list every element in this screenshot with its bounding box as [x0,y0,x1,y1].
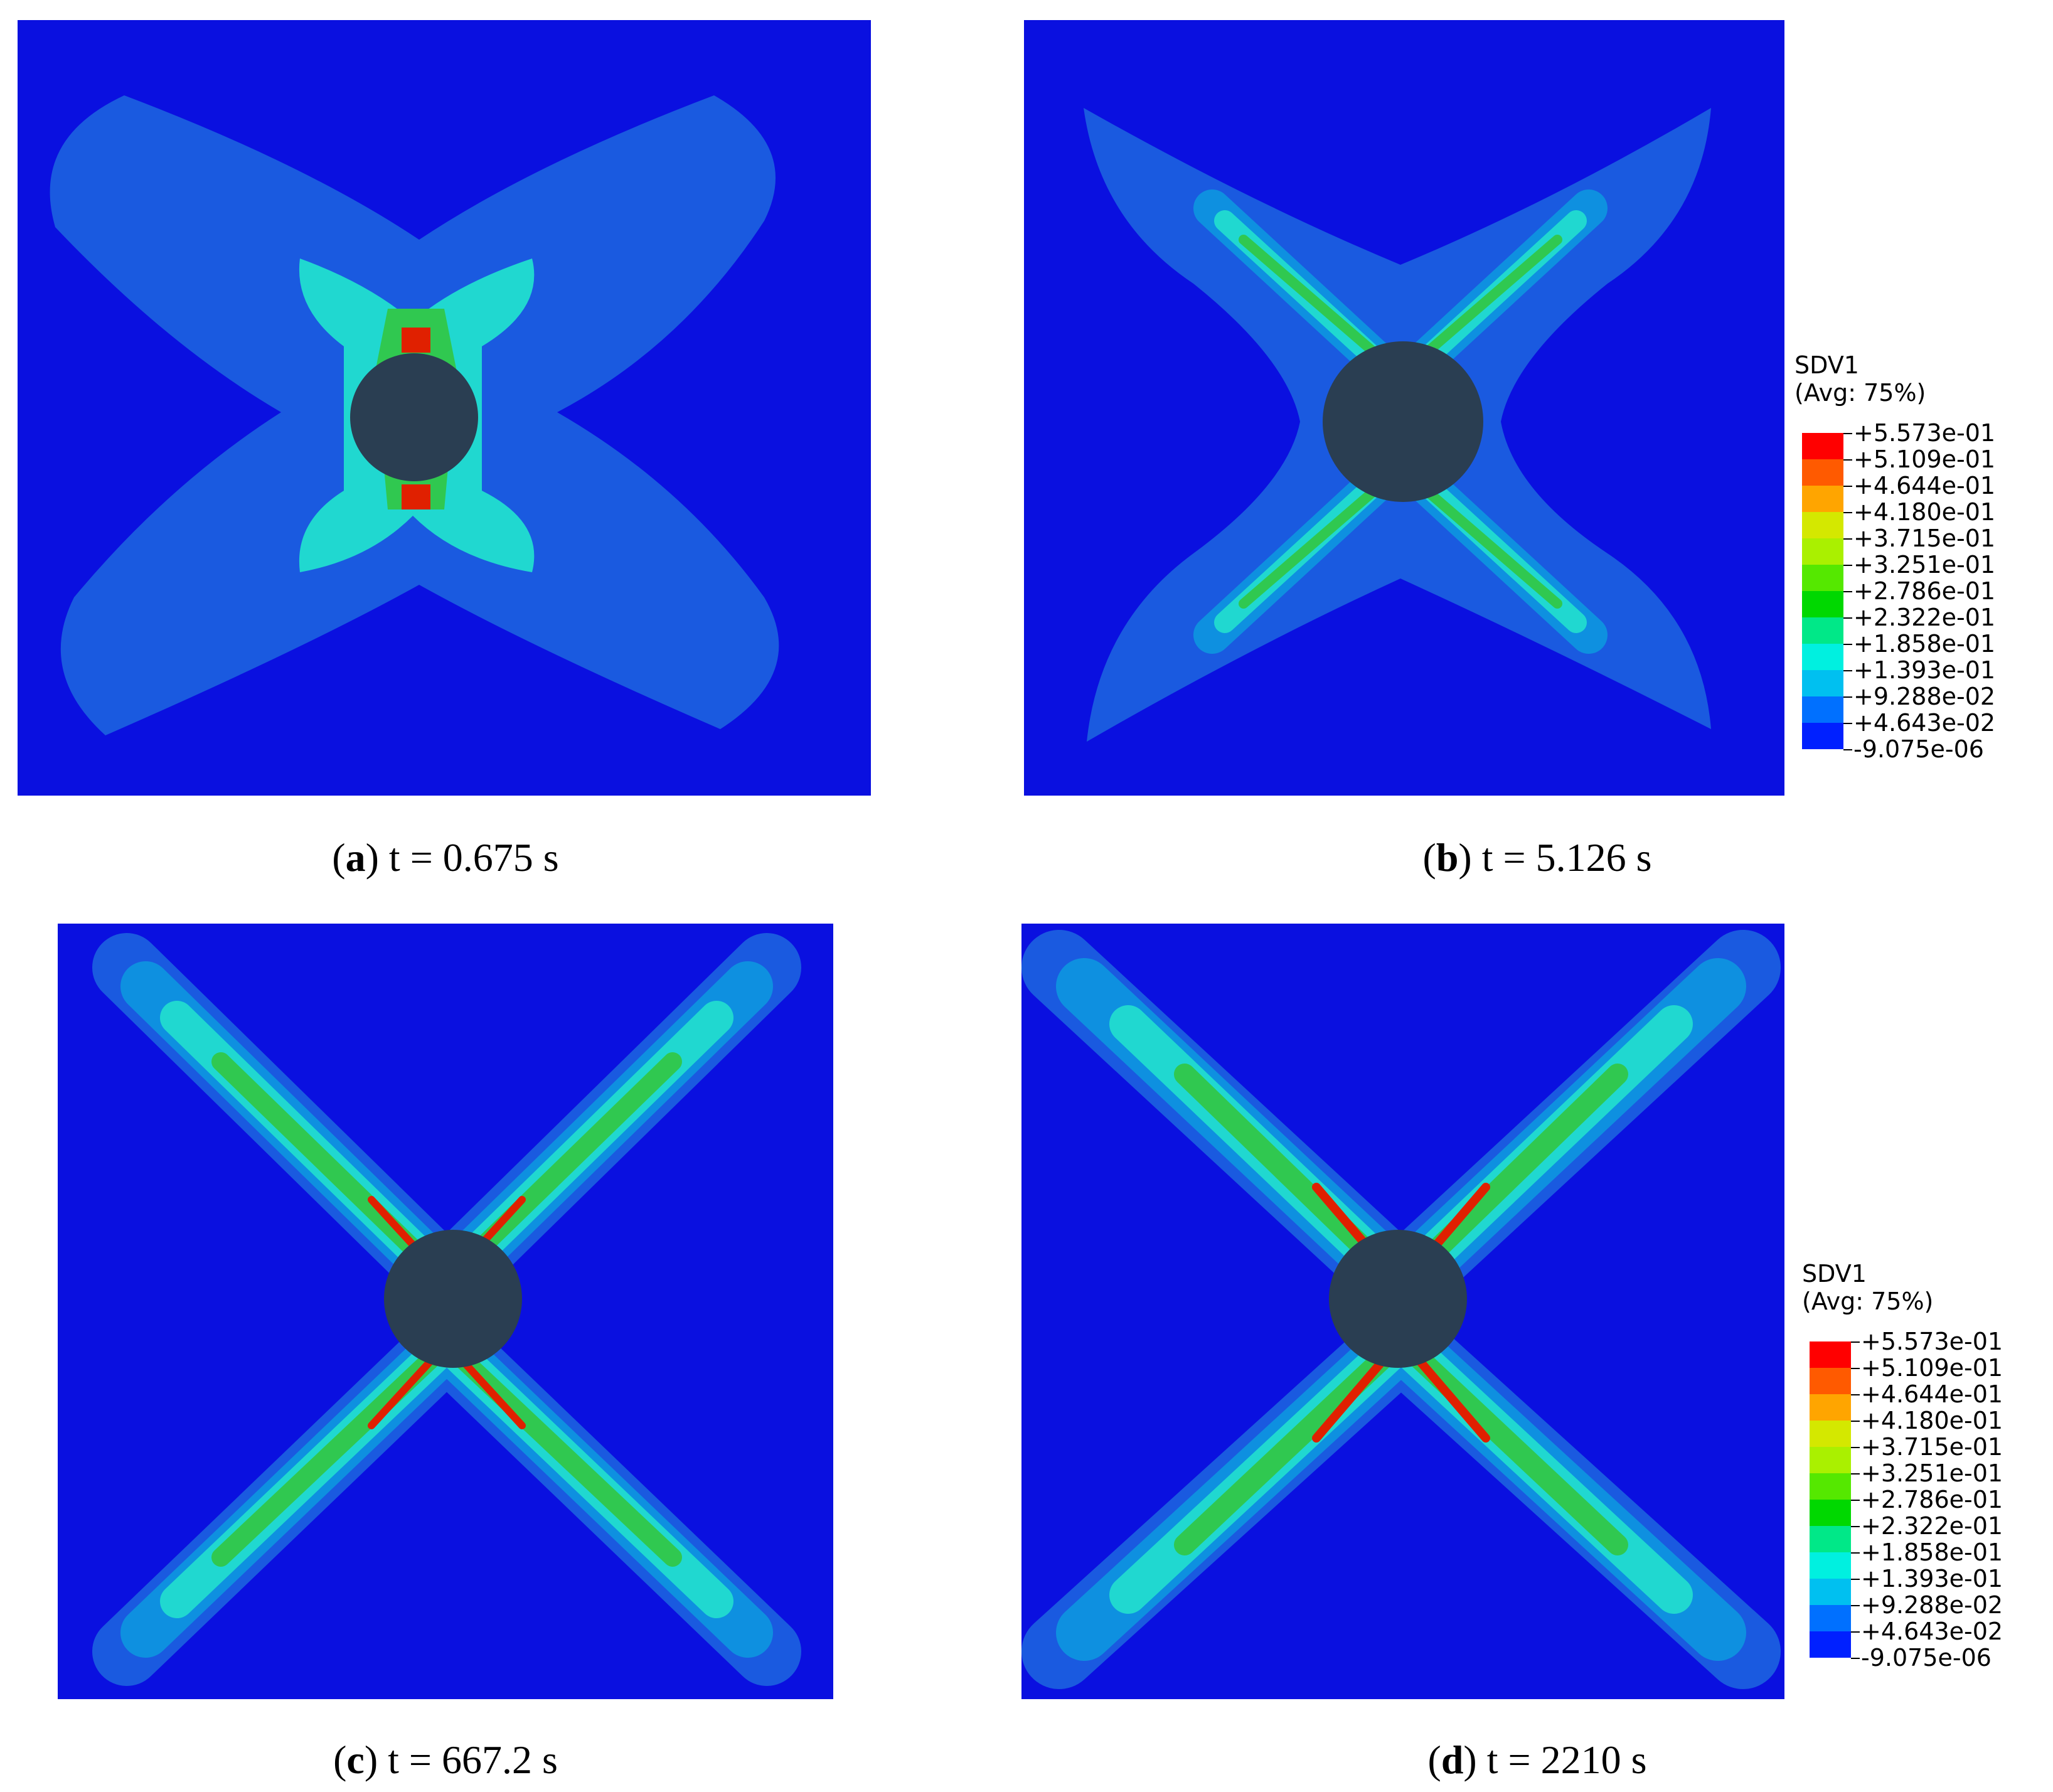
legend-label: +1.858e-01 [1853,630,1996,658]
caption-time: t = 5.126 s [1481,835,1652,880]
legend-label: +4.180e-01 [1853,498,1996,526]
color-legend-bottom: SDV1 (Avg: 75%) +5.573e-01 +5.109e-01 +4… [1802,1260,2047,1687]
caption-a: (a) t = 0.675 s [332,835,559,880]
excavation-hole [1329,1230,1467,1368]
legend-label: +2.786e-01 [1853,577,1996,605]
contour-plot-b [1024,20,1784,796]
contour-panel-b [1024,20,1784,796]
caption-letter: b [1436,835,1459,880]
legend-label: +4.644e-01 [1853,472,1996,499]
legend-swatch [1802,459,1843,486]
legend-swatch [1810,1526,1851,1552]
legend-swatch [1810,1341,1851,1368]
legend-swatch [1802,538,1843,565]
legend-swatch [1802,486,1843,512]
legend-label: +3.251e-01 [1861,1459,2003,1487]
legend-label: +3.715e-01 [1861,1433,2003,1461]
legend-label: +3.715e-01 [1853,525,1996,552]
contour-panel-c [58,924,833,1699]
legend-swatch [1802,433,1843,459]
legend-swatch [1810,1394,1851,1421]
legend-swatch [1810,1473,1851,1500]
contour-panel-d [1021,924,1784,1699]
legend-swatch [1802,617,1843,644]
caption-letter: a [345,835,366,880]
legend-swatch [1810,1500,1851,1526]
legend-scale: +5.573e-01 +5.109e-01 +4.644e-01 +4.180e… [1802,420,2040,772]
contour-panel-a [18,20,871,796]
legend-label: +2.322e-01 [1861,1512,2003,1540]
legend-swatch [1802,696,1843,723]
shear-bands [1193,189,1608,654]
caption-time: t = 667.2 s [388,1737,558,1782]
legend-scale: +5.573e-01 +5.109e-01 +4.644e-01 +4.180e… [1810,1329,2042,1680]
color-legend-top: SDV1 (Avg: 75%) +5.573e-01 +5.109e-01 +4… [1794,351,2045,778]
contour-plot-a [18,20,871,796]
legend-subtitle: (Avg: 75%) [1794,379,1926,407]
legend-label: +5.573e-01 [1853,419,1996,447]
caption-b: (b) t = 5.126 s [1422,835,1652,880]
legend-label: +3.251e-01 [1853,551,1996,579]
caption-letter: c [346,1737,365,1782]
excavation-hole [1323,341,1483,502]
contour-plot-c [58,924,833,1699]
legend-label: +1.393e-01 [1853,656,1996,684]
legend-swatch [1810,1368,1851,1394]
legend-swatch [1810,1605,1851,1631]
contour-plot-d [1021,924,1784,1699]
legend-label: +1.858e-01 [1861,1539,2003,1566]
legend-label: +9.288e-02 [1861,1591,2003,1619]
caption-d: (d) t = 2210 s [1427,1737,1647,1782]
legend-label: +5.573e-01 [1861,1328,2003,1355]
legend-subtitle: (Avg: 75%) [1802,1288,1934,1315]
legend-swatch [1802,723,1843,749]
legend-swatch [1810,1447,1851,1473]
legend-label: +2.322e-01 [1853,604,1996,631]
legend-swatch [1810,1552,1851,1579]
shear-bands [1021,930,1781,1689]
caption-time: t = 0.675 s [388,835,559,880]
legend-swatch [1802,565,1843,591]
legend-swatch [1802,644,1843,670]
legend-label: -9.075e-06 [1853,735,1984,763]
legend-label: +4.643e-02 [1853,709,1996,737]
shear-band-peak-bottom [402,484,430,509]
excavation-hole [350,353,478,481]
legend-swatch [1802,591,1843,617]
legend-label: +4.643e-02 [1861,1618,2003,1645]
caption-time: t = 2210 s [1486,1737,1647,1782]
legend-label: +5.109e-01 [1861,1354,2003,1382]
shear-band-peak-top [402,328,430,353]
excavation-hole [384,1230,522,1368]
legend-swatch [1810,1421,1851,1447]
legend-label: +4.644e-01 [1861,1380,2003,1408]
legend-label: +1.393e-01 [1861,1565,2003,1592]
legend-swatch [1810,1579,1851,1605]
legend-label: +5.109e-01 [1853,445,1996,473]
caption-letter: d [1441,1737,1464,1782]
legend-swatch [1802,670,1843,696]
caption-c: (c) t = 667.2 s [333,1737,558,1782]
legend-label: +4.180e-01 [1861,1407,2003,1434]
shear-bands [92,933,801,1686]
legend-title: SDV1 [1794,351,1859,379]
legend-label: -9.075e-06 [1861,1644,1992,1672]
legend-swatch [1810,1631,1851,1658]
legend-swatch [1802,512,1843,538]
legend-label: +9.288e-02 [1853,683,1996,710]
legend-label: +2.786e-01 [1861,1486,2003,1513]
legend-title: SDV1 [1802,1260,1867,1288]
